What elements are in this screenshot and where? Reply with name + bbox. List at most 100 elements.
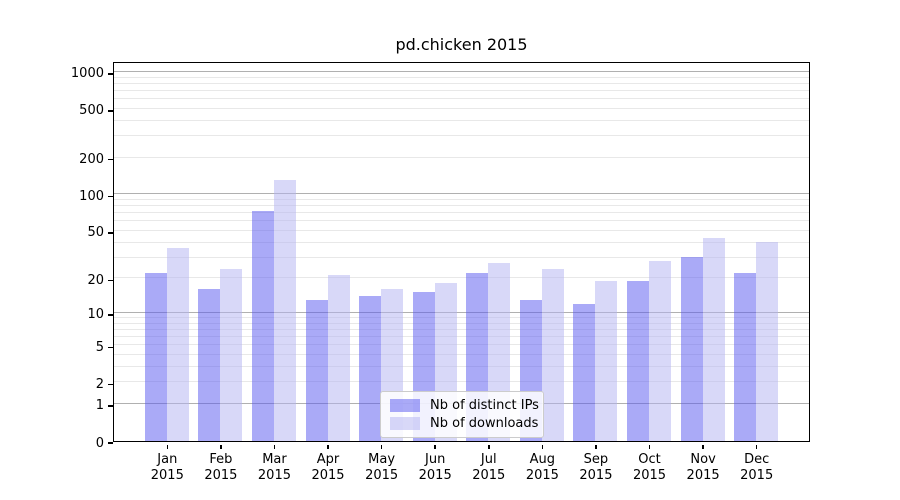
- x-tick-month: Sep: [583, 452, 609, 467]
- legend-swatch-distinct-ips: [390, 398, 420, 412]
- x-tick-label-jul: Jul 2015: [457, 452, 521, 484]
- y-tick-label-10: 10: [87, 307, 104, 323]
- x-tick-mark-dec: [755, 444, 758, 449]
- x-tick-year: 2015: [311, 468, 345, 483]
- minor-gridline-90: [113, 199, 809, 201]
- y-tick-mark-500: [107, 110, 113, 112]
- x-tick-label-oct: Oct 2015: [618, 452, 682, 484]
- legend-label-distinct-ips: Nb of distinct IPs: [430, 397, 539, 413]
- minor-gridline-40: [113, 241, 809, 243]
- x-tick-mark-aug: [541, 444, 544, 449]
- minor-gridline-200: [113, 156, 809, 158]
- minor-gridline-400: [113, 119, 809, 121]
- major-gridline-10: [113, 311, 809, 313]
- bar-distinct-ips-feb: [198, 289, 221, 441]
- x-tick-label-feb: Feb 2015: [189, 452, 253, 484]
- bar-distinct-ips-may: [359, 295, 382, 441]
- bar-distinct-ips-apr: [305, 299, 328, 441]
- x-tick-mark-mar: [273, 444, 276, 449]
- major-gridline-1000: [113, 70, 809, 72]
- bar-downloads-dec: [756, 242, 779, 441]
- legend-entry-distinct-ips: Nb of distinct IPs: [390, 398, 539, 413]
- bar-downloads-feb: [220, 268, 243, 441]
- y-tick-mark-20: [107, 279, 113, 282]
- x-tick-mark-jul: [488, 444, 490, 449]
- chart-title: pd.chicken 2015: [395, 35, 528, 54]
- minor-gridline-700: [113, 89, 809, 91]
- minor-gridline-20: [113, 277, 809, 279]
- x-tick-label-dec: Dec 2015: [725, 452, 789, 484]
- x-tick-year: 2015: [740, 468, 774, 483]
- x-tick-month: Aug: [529, 452, 556, 467]
- bar-distinct-ips-mar: [251, 211, 274, 441]
- minor-gridline-30: [113, 256, 809, 258]
- x-tick-month: May: [368, 452, 396, 467]
- minor-gridline-60: [113, 220, 809, 222]
- x-tick-label-jun: Jun 2015: [403, 452, 467, 484]
- y-tick-label-50: 50: [87, 225, 104, 241]
- x-tick-year: 2015: [204, 468, 238, 483]
- x-tick-label-jan: Jan 2015: [135, 452, 199, 484]
- y-tick-mark-1: [107, 405, 113, 407]
- x-tick-year: 2015: [525, 468, 559, 483]
- x-tick-month: Nov: [690, 452, 716, 467]
- y-tick-label-0: 0: [95, 435, 104, 451]
- x-tick-label-aug: Aug 2015: [510, 452, 574, 484]
- x-tick-month: Mar: [262, 452, 287, 467]
- minor-gridline-4: [113, 354, 809, 356]
- x-tick-mark-nov: [702, 444, 704, 449]
- legend-swatch-downloads: [390, 417, 420, 431]
- x-tick-mark-oct: [648, 444, 651, 449]
- bar-downloads-jan: [166, 247, 189, 441]
- x-tick-label-nov: Nov 2015: [671, 452, 735, 484]
- bar-downloads-nov: [702, 238, 725, 441]
- x-tick-mark-feb: [220, 444, 222, 449]
- x-tick-month: Jul: [480, 452, 497, 467]
- x-tick-mark-jan: [166, 444, 169, 449]
- minor-gridline-500: [113, 107, 809, 109]
- minor-gridline-800: [113, 82, 809, 84]
- x-tick-mark-apr: [327, 444, 329, 449]
- x-tick-year: 2015: [150, 468, 184, 483]
- minor-gridline-600: [113, 98, 809, 100]
- legend-entry-downloads: Nb of downloads: [390, 416, 539, 432]
- x-tick-label-mar: Mar 2015: [242, 452, 306, 484]
- y-tick-label-100: 100: [79, 188, 104, 204]
- y-tick-mark-200: [107, 158, 113, 161]
- y-tick-label-200: 200: [79, 152, 104, 168]
- bar-distinct-ips-nov: [680, 257, 703, 441]
- y-tick-mark-10: [107, 314, 113, 316]
- y-tick-mark-0: [107, 442, 113, 444]
- y-tick-label-5: 5: [95, 339, 104, 355]
- y-tick-label-20: 20: [87, 272, 104, 288]
- minor-gridline-50: [113, 229, 809, 231]
- minor-gridline-2: [113, 381, 809, 383]
- x-tick-month: Feb: [209, 452, 233, 467]
- y-tick-label-1: 1: [95, 398, 104, 414]
- minor-gridline-6: [113, 336, 809, 338]
- x-tick-label-sep: Sep 2015: [564, 452, 628, 484]
- x-tick-year: 2015: [632, 468, 667, 483]
- y-tick-mark-5: [107, 346, 113, 349]
- legend: Nb of distinct IPs Nb of downloads: [380, 391, 544, 438]
- bar-distinct-ips-sep: [573, 303, 596, 441]
- legend-label-downloads: Nb of downloads: [430, 416, 539, 432]
- x-tick-year: 2015: [579, 468, 613, 483]
- x-tick-mark-jun: [434, 444, 436, 449]
- bar-downloads-mar: [273, 180, 296, 441]
- bar-downloads-sep: [595, 280, 618, 441]
- y-tick-label-2: 2: [95, 376, 104, 392]
- bar-downloads-apr: [327, 275, 350, 441]
- minor-gridline-7: [113, 328, 809, 330]
- x-tick-mark-may: [380, 444, 383, 449]
- y-tick-label-1000: 1000: [70, 66, 104, 82]
- x-tick-month: Jan: [157, 452, 178, 467]
- x-tick-label-apr: Apr 2015: [296, 452, 360, 484]
- bar-downloads-aug: [541, 268, 564, 441]
- bar-distinct-ips-jan: [144, 273, 167, 441]
- x-tick-year: 2015: [365, 468, 399, 483]
- y-tick-mark-2: [107, 383, 113, 386]
- x-tick-mark-sep: [595, 444, 597, 449]
- minor-gridline-900: [113, 76, 809, 78]
